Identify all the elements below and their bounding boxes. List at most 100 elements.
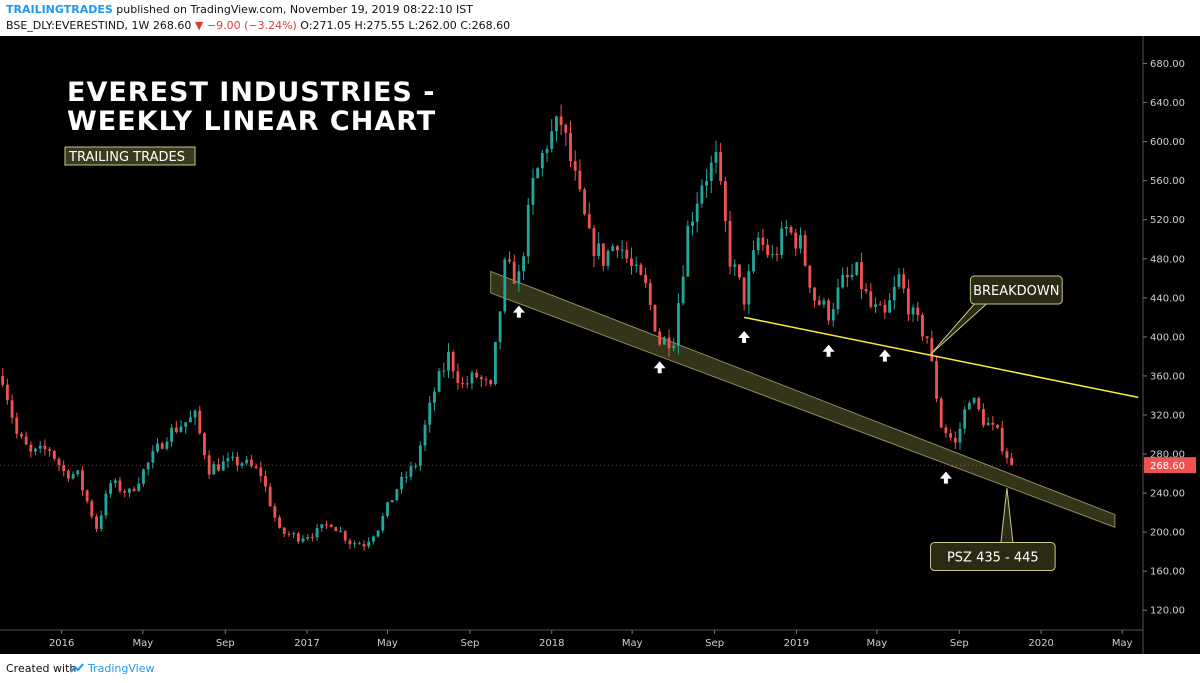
candle-up xyxy=(367,541,371,547)
candle-down xyxy=(174,427,178,432)
candle-down xyxy=(559,116,563,125)
candle-down xyxy=(20,433,23,437)
candle-down xyxy=(90,501,94,517)
candle-down xyxy=(66,470,70,479)
candle-down xyxy=(644,274,647,284)
candle-up xyxy=(76,470,80,475)
candle-down xyxy=(742,277,746,305)
candle-down xyxy=(860,262,863,290)
candle-down xyxy=(325,524,328,526)
candle-down xyxy=(329,524,333,528)
candle-down xyxy=(29,444,33,452)
callout-box xyxy=(930,542,1056,572)
candle-down xyxy=(1000,427,1004,452)
tradingview-brand-label[interactable]: TradingView xyxy=(88,662,155,675)
y-tick-label: 600.00 xyxy=(1150,137,1185,148)
candle-up xyxy=(700,185,704,204)
candle-up xyxy=(770,254,774,256)
candle-up xyxy=(705,180,708,186)
x-tick-label: Sep xyxy=(705,638,724,649)
candle-down xyxy=(456,371,460,383)
candle-up xyxy=(400,476,403,490)
badge-label: TRAILING TRADES xyxy=(68,150,185,165)
candle-down xyxy=(85,490,89,502)
chart-area[interactable]: 120.00 160.00 200.00 240.00 280.00 320.00 360.… xyxy=(0,36,1200,654)
up-arrow-icon xyxy=(822,344,835,357)
candle-down xyxy=(451,351,455,372)
created-with-label: Created with xyxy=(6,662,77,675)
y-tick-label: 280.00 xyxy=(1150,450,1185,461)
candle-down xyxy=(878,304,882,306)
candle-down xyxy=(217,464,220,471)
candle-up xyxy=(414,465,418,467)
change-label: ▼ −9.00 (−3.24%) xyxy=(194,19,297,32)
candle-down xyxy=(282,527,286,534)
candle-down xyxy=(977,398,981,410)
candle-up xyxy=(911,307,915,315)
candle-down xyxy=(310,537,314,539)
candle-up xyxy=(822,300,826,305)
candle-down xyxy=(925,336,929,339)
candle-up xyxy=(620,249,624,251)
candle-down xyxy=(616,246,619,251)
candle-down xyxy=(803,235,807,266)
candle-down xyxy=(81,470,84,491)
candle-up xyxy=(874,304,877,307)
candle-down xyxy=(479,377,483,380)
candle-down xyxy=(808,265,812,288)
candle-up xyxy=(550,131,554,149)
candle-down xyxy=(728,220,732,267)
x-tick-label: Sep xyxy=(950,638,969,649)
publisher-name[interactable]: TRAILINGTRADES xyxy=(6,3,113,16)
candle-down xyxy=(343,531,347,541)
candle-up xyxy=(498,311,502,342)
candle-up xyxy=(888,300,892,313)
y-tick-label: 520.00 xyxy=(1150,215,1185,226)
candle-up xyxy=(733,264,737,267)
candle-down xyxy=(357,543,361,545)
candle-down xyxy=(512,261,516,284)
up-arrow-icon xyxy=(878,349,891,362)
candle-down xyxy=(630,258,633,266)
candle-up xyxy=(432,391,436,403)
candle-up xyxy=(428,402,432,425)
callout-label: PSZ 435 - 445 xyxy=(947,551,1039,566)
up-arrow-icon xyxy=(512,305,525,318)
candle-up xyxy=(780,228,784,255)
candle-up xyxy=(545,148,549,154)
candle-down xyxy=(118,480,122,492)
candle-down xyxy=(658,331,662,345)
candle-down xyxy=(287,533,291,535)
candle-up xyxy=(681,276,685,304)
candle-down xyxy=(1005,451,1009,458)
candle-down xyxy=(484,379,488,381)
candle-down xyxy=(817,300,821,305)
candle-up xyxy=(494,341,497,385)
candle-up xyxy=(113,480,117,484)
candle-down xyxy=(648,283,652,306)
candlestick-chart[interactable]: 120.00 160.00 200.00 240.00 280.00 320.00 360.… xyxy=(0,36,1200,654)
candle-down xyxy=(944,427,948,434)
candle-down xyxy=(62,465,66,471)
candle-down xyxy=(845,275,849,278)
candle-down xyxy=(465,383,469,385)
candle-down xyxy=(653,305,657,332)
y-tick-label: 200.00 xyxy=(1150,528,1185,539)
candle-up xyxy=(963,409,967,429)
candle-up xyxy=(395,489,399,501)
candle-down xyxy=(48,449,52,451)
candle-down xyxy=(939,398,943,428)
candle-up xyxy=(170,427,174,442)
candle-down xyxy=(883,304,887,313)
candle-down xyxy=(273,506,277,518)
candle-down xyxy=(334,527,338,532)
candle-up xyxy=(531,178,535,205)
candle-down xyxy=(198,410,202,434)
candle-down xyxy=(587,214,591,229)
candle-down xyxy=(813,287,816,301)
candle-up xyxy=(437,370,441,392)
candle-up xyxy=(315,528,319,538)
candle-down xyxy=(996,424,999,428)
candle-down xyxy=(906,288,910,315)
candle-up xyxy=(503,259,507,312)
